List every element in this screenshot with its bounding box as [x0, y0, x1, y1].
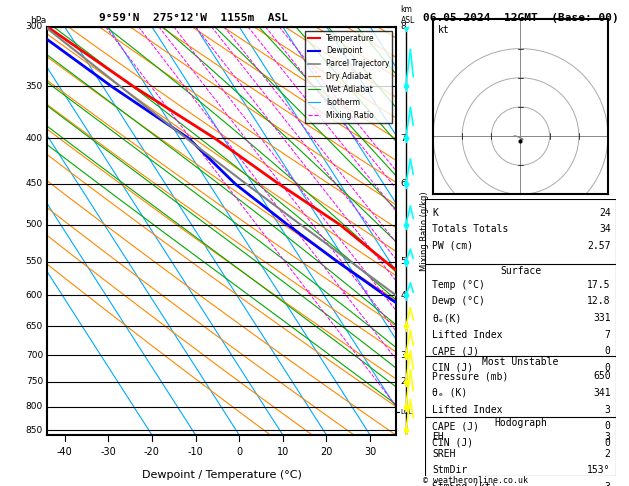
Text: PW (cm): PW (cm): [432, 241, 474, 251]
Text: 750: 750: [26, 378, 43, 386]
Text: 600: 600: [26, 291, 43, 300]
Text: CAPE (J): CAPE (J): [432, 347, 479, 356]
Text: 8: 8: [401, 22, 406, 31]
Text: 341: 341: [593, 388, 611, 398]
Text: Lifted Index: Lifted Index: [432, 330, 503, 340]
Text: -20: -20: [144, 447, 160, 457]
Text: 800: 800: [26, 402, 43, 412]
Text: 500: 500: [26, 220, 43, 229]
Text: Pressure (mb): Pressure (mb): [432, 371, 509, 382]
Text: 850: 850: [26, 426, 43, 435]
Text: θₑ (K): θₑ (K): [432, 388, 467, 398]
Text: CIN (J): CIN (J): [432, 363, 474, 373]
Text: 0: 0: [605, 363, 611, 373]
Text: km
ASL: km ASL: [401, 5, 415, 25]
Text: kt: kt: [438, 25, 450, 35]
Text: Dewpoint / Temperature (°C): Dewpoint / Temperature (°C): [142, 469, 302, 480]
Text: 4: 4: [380, 290, 384, 295]
Text: 0: 0: [605, 438, 611, 448]
Text: CIN (J): CIN (J): [432, 438, 474, 448]
Text: 2.57: 2.57: [587, 241, 611, 251]
Text: 30: 30: [364, 447, 376, 457]
Text: hPa: hPa: [30, 16, 46, 25]
Text: 34: 34: [599, 224, 611, 234]
Text: Surface: Surface: [500, 266, 541, 276]
Text: 0: 0: [236, 447, 242, 457]
Text: 17.5: 17.5: [587, 280, 611, 290]
Text: 3: 3: [364, 290, 367, 295]
Text: 0: 0: [605, 347, 611, 356]
Text: 3: 3: [605, 482, 611, 486]
Text: 153°: 153°: [587, 466, 611, 475]
Text: 10: 10: [277, 447, 289, 457]
Text: EH: EH: [432, 432, 444, 442]
Text: 2: 2: [401, 378, 406, 386]
Text: 0: 0: [605, 421, 611, 431]
Text: 650: 650: [26, 322, 43, 331]
Text: 350: 350: [26, 82, 43, 91]
Text: 2: 2: [342, 290, 346, 295]
Text: Totals Totals: Totals Totals: [432, 224, 509, 234]
Text: 7: 7: [401, 134, 406, 143]
Text: θₑ(K): θₑ(K): [432, 313, 462, 323]
Text: Dewp (°C): Dewp (°C): [432, 296, 485, 307]
Text: 06.05.2024  12GMT  (Base: 00): 06.05.2024 12GMT (Base: 00): [423, 13, 618, 23]
Text: 450: 450: [26, 179, 43, 189]
Text: 7: 7: [605, 330, 611, 340]
Text: 20: 20: [320, 447, 333, 457]
Text: LCL: LCL: [401, 409, 413, 415]
Text: 6: 6: [401, 179, 406, 189]
Text: 700: 700: [26, 351, 43, 360]
Text: 3: 3: [401, 351, 406, 360]
Text: Lifted Index: Lifted Index: [432, 404, 503, 415]
Text: 2: 2: [605, 449, 611, 459]
Text: SREH: SREH: [432, 449, 456, 459]
Text: 550: 550: [26, 257, 43, 266]
Text: CAPE (J): CAPE (J): [432, 421, 479, 431]
Text: 300: 300: [26, 22, 43, 31]
Legend: Temperature, Dewpoint, Parcel Trajectory, Dry Adiabat, Wet Adiabat, Isotherm, Mi: Temperature, Dewpoint, Parcel Trajectory…: [305, 31, 392, 122]
Text: 3: 3: [605, 404, 611, 415]
Text: 1: 1: [306, 290, 310, 295]
Text: -30: -30: [101, 447, 116, 457]
Text: 650: 650: [593, 371, 611, 382]
Text: 5: 5: [401, 257, 406, 266]
Text: Mixing Ratio (g/kg): Mixing Ratio (g/kg): [420, 191, 429, 271]
Text: © weatheronline.co.uk: © weatheronline.co.uk: [423, 476, 528, 485]
Text: -40: -40: [57, 447, 72, 457]
Text: 331: 331: [593, 313, 611, 323]
Text: -10: -10: [187, 447, 203, 457]
Text: Hodograph: Hodograph: [494, 418, 547, 428]
Text: Most Unstable: Most Unstable: [482, 357, 559, 367]
Text: 3: 3: [605, 432, 611, 442]
Text: 400: 400: [26, 134, 43, 143]
Text: 4: 4: [401, 291, 406, 300]
Text: 12.8: 12.8: [587, 296, 611, 307]
Text: StmSpd (kt): StmSpd (kt): [432, 482, 497, 486]
Text: K: K: [432, 208, 438, 218]
Text: StmDir: StmDir: [432, 466, 467, 475]
Text: 9°59'N  275°12'W  1155m  ASL: 9°59'N 275°12'W 1155m ASL: [99, 13, 288, 23]
Text: 24: 24: [599, 208, 611, 218]
Text: Temp (°C): Temp (°C): [432, 280, 485, 290]
